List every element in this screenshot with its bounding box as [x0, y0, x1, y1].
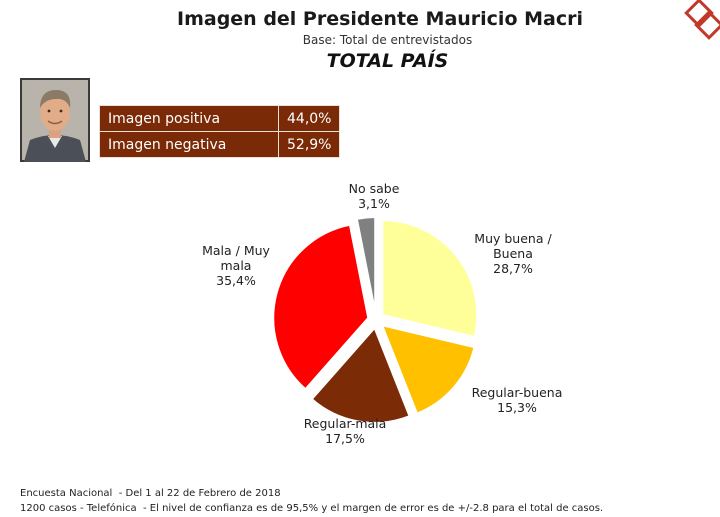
- survey-dates: - Del 1 al 22 de Febrero de 2018: [118, 488, 281, 499]
- chart-section-title: TOTAL PAÍS: [326, 50, 449, 72]
- pollster-logo-icon: [684, 0, 720, 40]
- chart-title: Imagen del Presidente Mauricio Macri: [177, 8, 583, 30]
- image-summary-table: Imagen positiva 44,0% Imagen negativa 52…: [99, 105, 341, 158]
- slice-label: Regular-mala 17,5%: [304, 416, 387, 446]
- pie-slice: [355, 216, 377, 313]
- negative-image-value: 52,9%: [277, 131, 341, 158]
- slice-label: Regular-buena 15,3%: [472, 385, 563, 415]
- survey-name: Encuesta Nacional: [20, 488, 113, 499]
- survey-sample: 1200 casos - Telefónica: [20, 503, 137, 514]
- slice-label: Muy buena / Buena 28,7%: [474, 231, 552, 276]
- table-row: Imagen negativa 52,9%: [99, 131, 341, 158]
- chart-subtitle: Base: Total de entrevistados: [302, 33, 473, 47]
- pie-slice: [272, 223, 370, 391]
- president-portrait-photo: [20, 78, 90, 162]
- negative-image-label: Imagen negativa: [99, 131, 279, 158]
- slice-label: Mala / Muy mala 35,4%: [202, 243, 270, 288]
- pie-slice: [380, 323, 476, 415]
- survey-footer-line-2: 1200 casos - Telefónica - El nivel de co…: [20, 503, 603, 514]
- survey-margin-note: - El nivel de confianza es de 95,5% y el…: [143, 503, 604, 514]
- survey-footer-line-1: Encuesta Nacional - Del 1 al 22 de Febre…: [20, 488, 281, 499]
- slice-label: No sabe 3,1%: [349, 181, 400, 211]
- pie-slice: [381, 219, 479, 339]
- pie-slice: [310, 325, 411, 424]
